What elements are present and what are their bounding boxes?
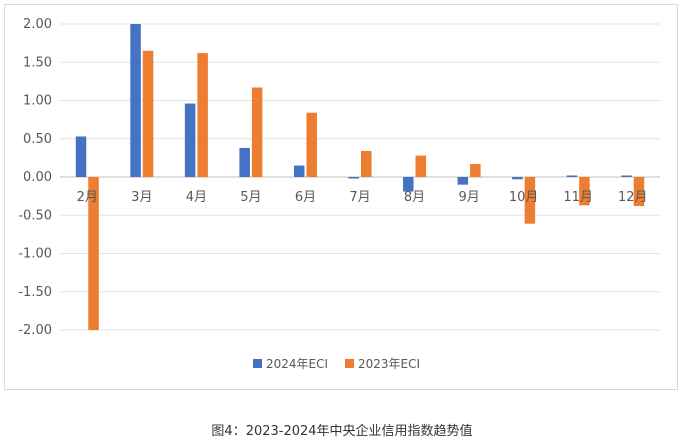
y-tick-label: -2.00 xyxy=(18,323,52,338)
legend: 2024年ECI 2023年ECI xyxy=(253,357,420,371)
chart-frame xyxy=(4,4,678,390)
category-label: 6月 xyxy=(295,190,316,205)
bar-2024-1 xyxy=(75,136,87,177)
bar-2024-2 xyxy=(130,24,141,177)
y-tick-label: 0.00 xyxy=(23,170,52,185)
category-labels: 2月 3月 4月 5月 6月 7月 8月 9月 10月 11月 12月 xyxy=(77,190,648,205)
bar-2024-9 xyxy=(512,177,523,180)
bar-2023-8 xyxy=(470,163,481,177)
bar-2023-11 xyxy=(633,177,645,207)
bar-2023-7 xyxy=(415,155,427,177)
category-label: 8月 xyxy=(404,190,425,205)
category-label: 9月 xyxy=(458,190,479,205)
bar-2023-2 xyxy=(142,50,154,177)
category-label: 3月 xyxy=(131,190,152,205)
category-label: 5月 xyxy=(240,190,261,205)
bar-chart: 2.00 1.50 1.00 0.50 0.00 -0.50 -1.00 -1.50 -2.00… xyxy=(18,17,660,371)
y-tick-label: 0.50 xyxy=(23,132,52,147)
bar-2024-10 xyxy=(566,175,578,177)
legend-swatch-2024 xyxy=(253,359,262,368)
bar-2024-11 xyxy=(621,175,632,177)
bar-2023-10 xyxy=(579,177,590,206)
legend-label-2024: 2024年ECI xyxy=(266,357,328,371)
bar-2023-5 xyxy=(306,112,317,177)
bar-2024-7 xyxy=(403,177,414,192)
bar-2024-6 xyxy=(348,177,359,179)
bar-2024-8 xyxy=(457,177,469,185)
category-label: 12月 xyxy=(618,190,648,205)
category-label: 10月 xyxy=(509,190,539,205)
y-tick-label: 2.00 xyxy=(23,17,52,32)
bar-2023-4 xyxy=(251,87,263,177)
grid-lines xyxy=(60,23,660,331)
legend-swatch-2023 xyxy=(345,359,354,368)
bar-2023-3 xyxy=(197,53,208,177)
bar-2024-4 xyxy=(239,147,250,177)
bar-2024-3 xyxy=(184,103,196,177)
y-tick-label: -1.50 xyxy=(18,285,52,300)
y-tick-label: 1.00 xyxy=(23,94,52,109)
bar-2023-6 xyxy=(361,150,372,177)
category-label: 4月 xyxy=(186,190,207,205)
bar-2024-5 xyxy=(293,165,305,177)
y-axis-ticks: 2.00 1.50 1.00 0.50 0.00 -0.50 -1.00 -1.50 -2.00 xyxy=(18,17,52,338)
category-label: 2月 xyxy=(77,190,98,205)
category-label: 7月 xyxy=(349,190,370,205)
y-tick-label: 1.50 xyxy=(23,55,52,70)
category-label: 11月 xyxy=(563,190,593,205)
y-tick-label: -1.00 xyxy=(18,247,52,262)
y-tick-label: -0.50 xyxy=(18,208,52,223)
bar-2023-9 xyxy=(524,177,536,224)
figure-caption: 图4：2023-2024年中央企业信用指数趋势值 xyxy=(211,424,473,439)
bars xyxy=(75,24,645,330)
bar-2023-1 xyxy=(88,177,99,330)
legend-label-2023: 2023年ECI xyxy=(358,357,420,371)
